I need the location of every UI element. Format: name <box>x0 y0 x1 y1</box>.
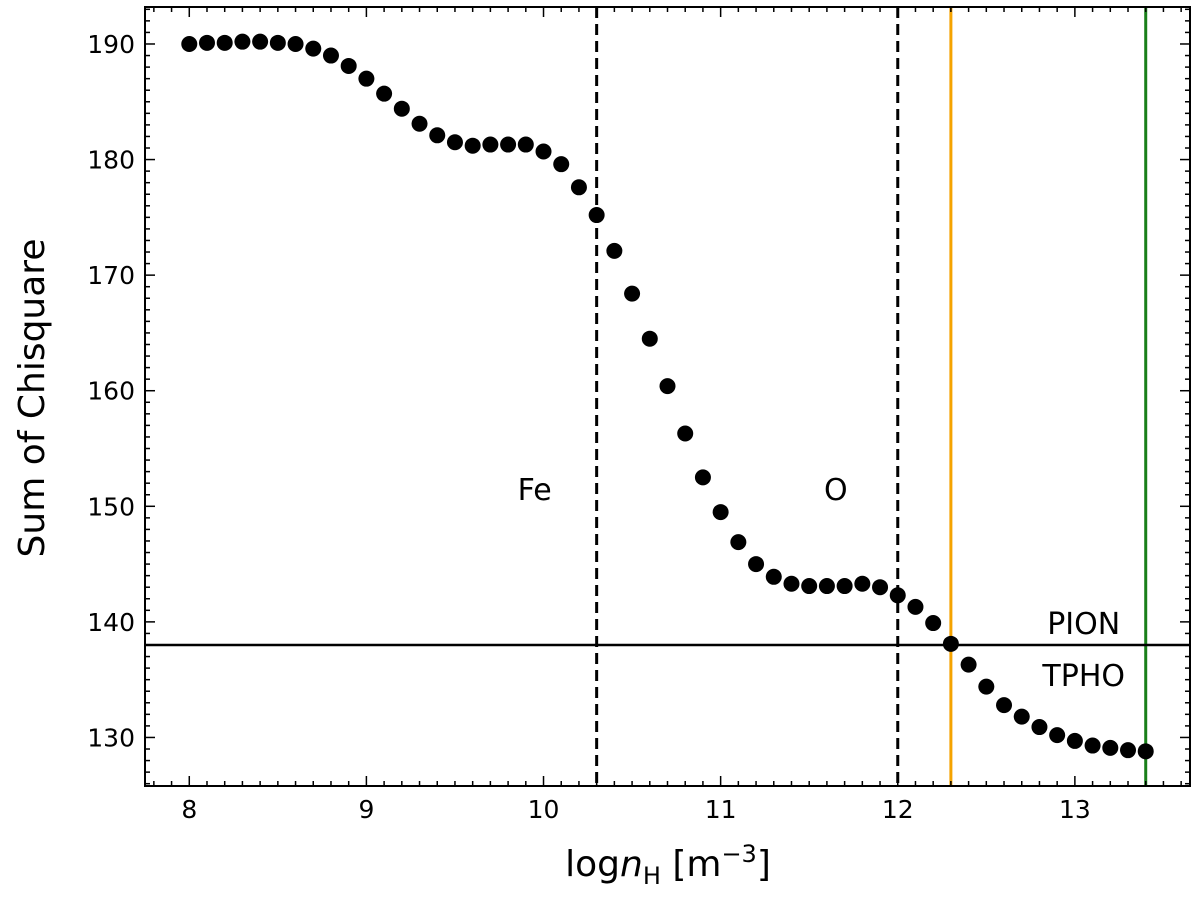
data-point <box>624 285 641 302</box>
data-point <box>960 656 977 673</box>
x-tick-label: 9 <box>358 795 374 824</box>
y-tick-label: 190 <box>87 30 135 59</box>
data-points <box>181 33 1154 760</box>
data-point <box>1120 742 1137 759</box>
x-axis-title-unit-open: [m <box>661 844 722 885</box>
data-point <box>517 136 534 153</box>
data-point <box>836 578 853 595</box>
axes: 8 9 10 11 12 13 130 140 150 160 170 180 190 <box>87 6 1191 824</box>
x-axis-title-log: log <box>565 844 620 885</box>
y-tick-label: 140 <box>87 608 135 637</box>
y-tick-label: 150 <box>87 492 135 521</box>
x-tick-label: 11 <box>705 795 737 824</box>
annotations: Fe O PION TPHO <box>518 473 1125 694</box>
data-point <box>429 127 446 144</box>
x-tick-label: 12 <box>882 795 914 824</box>
data-point <box>659 378 676 395</box>
data-point <box>269 34 286 51</box>
vline-label-fe: Fe <box>518 473 552 508</box>
data-point <box>588 207 605 224</box>
data-point <box>889 587 906 604</box>
data-point <box>978 678 995 695</box>
data-point <box>1049 727 1066 744</box>
data-point <box>216 34 233 51</box>
data-point <box>1013 708 1030 725</box>
x-axis-title-sub: H <box>643 862 661 890</box>
data-point <box>872 579 889 596</box>
data-point <box>234 33 251 50</box>
y-tick-label: 170 <box>87 261 135 290</box>
data-point <box>252 33 269 50</box>
reference-lines <box>145 7 1190 786</box>
data-point <box>907 598 924 615</box>
data-point <box>411 115 428 132</box>
data-point <box>818 578 835 595</box>
data-point <box>482 136 499 153</box>
data-point <box>1031 719 1048 736</box>
data-point <box>925 615 942 632</box>
data-point <box>500 136 517 153</box>
x-axis-title-unit-exp: −3 <box>721 840 756 868</box>
y-tick-label: 130 <box>87 723 135 752</box>
data-point <box>730 534 747 551</box>
data-point <box>446 134 463 151</box>
annotation-pion: PION <box>1047 607 1120 642</box>
x-axis-title-var: n <box>620 844 643 885</box>
x-tick-label: 8 <box>181 795 197 824</box>
y-tick-label: 180 <box>87 146 135 175</box>
data-point <box>996 697 1013 714</box>
data-point <box>765 568 782 585</box>
data-point <box>606 242 623 259</box>
y-tick-label: 160 <box>87 377 135 406</box>
data-point <box>322 47 339 64</box>
data-point <box>748 556 765 573</box>
plot-frame <box>144 6 1191 787</box>
data-point <box>340 57 357 74</box>
data-point <box>393 100 410 117</box>
data-point <box>677 425 694 442</box>
data-point <box>783 575 800 592</box>
vline-label-o: O <box>824 473 848 508</box>
x-tick-label: 13 <box>1059 795 1091 824</box>
data-point <box>553 156 570 173</box>
y-axis-title: Sum of Chisquare <box>12 239 53 558</box>
data-point <box>694 469 711 486</box>
data-point <box>641 330 658 347</box>
data-point <box>1102 739 1119 756</box>
x-axis-title-unit-close: ] <box>757 844 771 885</box>
x-tick-label: 10 <box>528 795 560 824</box>
x-axis-title: lognH [m−3] <box>565 840 771 890</box>
data-point <box>181 35 198 52</box>
data-point <box>1066 732 1083 749</box>
data-point <box>198 34 215 51</box>
data-point <box>712 504 729 521</box>
data-point <box>358 70 375 87</box>
annotation-tpho: TPHO <box>1041 659 1125 694</box>
data-point <box>801 578 818 595</box>
data-point <box>535 143 552 160</box>
data-point <box>854 575 871 592</box>
data-point <box>570 179 587 196</box>
data-point <box>1137 743 1154 760</box>
data-point <box>464 137 481 154</box>
data-point <box>376 85 393 102</box>
data-point <box>305 40 322 57</box>
data-point <box>287 35 304 52</box>
data-point <box>1084 737 1101 754</box>
data-point <box>942 635 959 652</box>
